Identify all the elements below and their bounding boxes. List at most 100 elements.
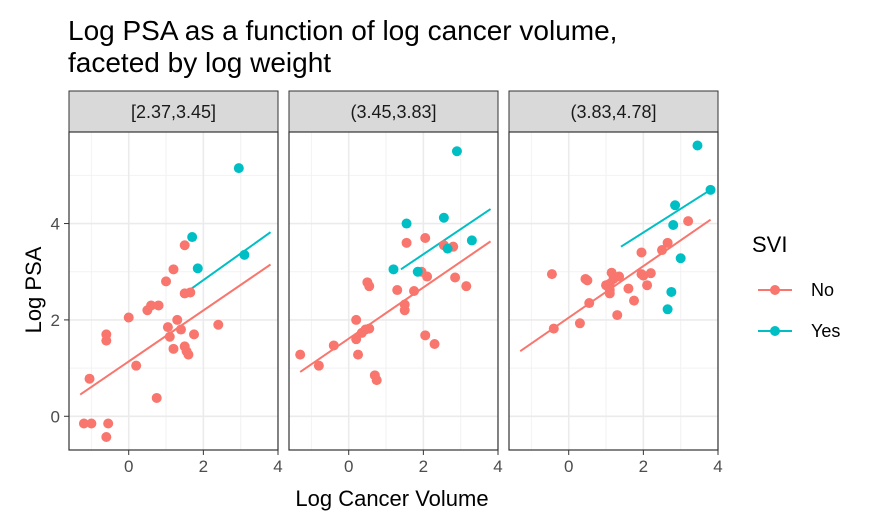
data-point-no <box>392 285 403 296</box>
data-point-yes <box>187 232 198 243</box>
data-point-no <box>161 276 172 287</box>
data-point-no <box>574 318 585 329</box>
facet-strip-label: (3.45,3.83] <box>350 102 436 122</box>
data-point-no <box>584 298 595 309</box>
x-tick-label: 0 <box>564 457 573 476</box>
x-tick-label: 0 <box>344 457 353 476</box>
x-axis-title: Log Cancer Volume <box>295 486 488 511</box>
data-point-no <box>213 319 224 330</box>
data-point-yes <box>438 212 449 223</box>
data-point-no <box>662 237 673 248</box>
data-point-yes <box>388 264 399 275</box>
facet-strip <box>288 90 499 133</box>
facet-strip <box>68 90 279 133</box>
data-point-no <box>401 237 412 248</box>
data-point-no <box>422 271 433 282</box>
data-point-yes <box>192 263 203 274</box>
data-point-yes <box>451 146 462 157</box>
data-point-yes <box>401 218 412 229</box>
data-point-no <box>172 314 183 325</box>
data-point-no <box>179 240 190 251</box>
facet-panel: (3.45,3.83] 0 2 4 <box>288 90 503 476</box>
data-point-yes <box>662 304 673 315</box>
data-point-no <box>168 264 179 275</box>
data-point-no <box>364 281 375 292</box>
data-point-no <box>131 360 142 371</box>
data-point-no <box>153 300 164 311</box>
data-point-no <box>151 392 162 403</box>
chart-title-line-2: faceted by log weight <box>68 47 331 78</box>
data-point-no <box>409 286 420 296</box>
legend-key-point-no <box>770 285 780 295</box>
data-point-no <box>548 323 559 334</box>
panel-plot-area <box>509 132 718 450</box>
fit-line-no <box>299 240 492 373</box>
facet-strip-label: (3.83,4.78] <box>570 102 656 122</box>
x-tick-label: 2 <box>419 457 428 476</box>
legend-title: SVI <box>752 232 787 257</box>
data-point-no <box>86 418 97 429</box>
data-point-no <box>162 322 173 333</box>
data-point-no <box>313 360 324 371</box>
panel-background <box>69 132 278 450</box>
data-point-no <box>614 271 625 282</box>
x-tick-label: 4 <box>713 457 722 476</box>
data-point-no <box>429 339 440 349</box>
panel-border <box>68 131 279 451</box>
data-point-yes <box>466 235 477 246</box>
legend-label-no: No <box>811 280 834 300</box>
data-point-no <box>645 268 656 279</box>
facet-panel: (3.83,4.78] 0 2 4 <box>508 90 723 476</box>
data-point-no <box>612 310 623 321</box>
data-point-no <box>371 375 382 386</box>
facet-strip-label: [2.37,3.45] <box>131 102 216 122</box>
data-point-yes <box>666 286 677 297</box>
data-point-yes <box>233 163 244 174</box>
chart-title-line-1: Log PSA as a function of log cancer volu… <box>68 15 617 46</box>
data-point-yes <box>239 249 250 260</box>
y-tick-label: 4 <box>51 215 60 234</box>
fit-line-yes <box>400 208 492 271</box>
data-point-no <box>420 330 431 341</box>
legend-label-yes: Yes <box>811 321 840 341</box>
panel-border <box>508 131 719 451</box>
data-point-no <box>364 323 375 334</box>
legend: SVI No Yes <box>752 232 840 341</box>
fit-line-no <box>79 263 272 396</box>
x-tick-label: 2 <box>199 457 208 476</box>
data-point-no <box>399 305 410 316</box>
panel-border <box>288 131 499 451</box>
y-axis-title: Log PSA <box>21 246 46 333</box>
data-point-no <box>582 275 593 286</box>
data-point-no <box>175 324 186 335</box>
y-tick-label: 0 <box>51 407 60 426</box>
data-point-no <box>189 329 200 340</box>
fit-line-yes <box>184 231 272 295</box>
legend-key-point-yes <box>770 326 780 336</box>
facet-panel: [2.37,3.45] 0 2 4 0 2 4 <box>51 90 283 476</box>
data-point-no <box>295 349 306 360</box>
data-point-no <box>183 349 194 360</box>
data-point-yes <box>670 200 681 211</box>
data-point-no <box>629 295 640 306</box>
data-point-no <box>328 340 339 351</box>
data-point-yes <box>412 266 423 277</box>
data-point-no <box>78 418 89 429</box>
data-point-yes <box>668 219 679 230</box>
panel-plot-area <box>289 132 498 450</box>
data-point-yes <box>675 253 686 264</box>
data-point-no <box>101 431 112 442</box>
data-point-no <box>450 272 461 283</box>
data-point-no <box>146 300 157 311</box>
data-point-no <box>351 314 362 325</box>
data-point-no <box>657 245 668 256</box>
data-point-yes <box>705 184 716 195</box>
x-tick-label: 4 <box>273 457 282 476</box>
data-point-no <box>604 288 615 299</box>
facet-strip <box>508 90 719 133</box>
data-point-no <box>683 216 694 227</box>
data-point-no <box>546 269 557 280</box>
data-point-no <box>103 418 114 429</box>
